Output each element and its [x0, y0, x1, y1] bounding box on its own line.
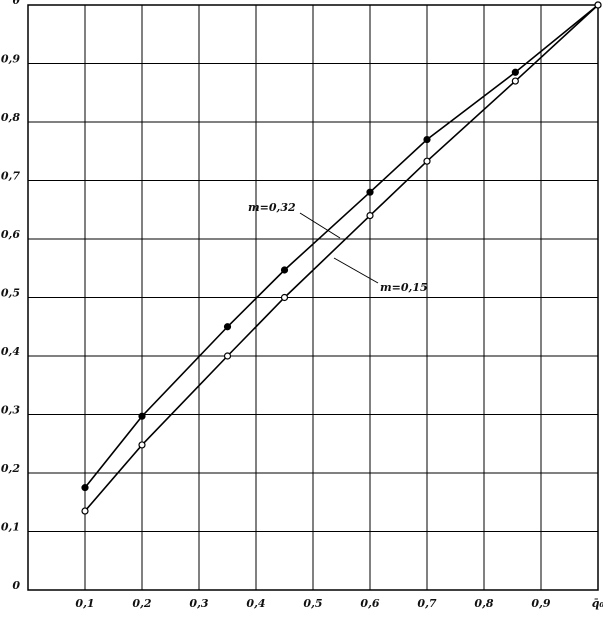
y-tick-label: 0,4 [1, 345, 20, 358]
data-point [138, 441, 146, 449]
leader-line [299, 212, 341, 239]
y-tick-label: 0,5 [1, 287, 20, 300]
data-point [366, 188, 374, 196]
data-point [511, 68, 519, 76]
series-label: m=0,32 [248, 201, 296, 214]
x-tick-label: 0,8 [474, 597, 493, 610]
x-tick-label: 0,5 [303, 597, 322, 610]
x-tick-label: q̄₀ [592, 597, 603, 610]
data-point [138, 412, 146, 420]
series-label: m=0,15 [380, 281, 428, 294]
series-line [84, 4, 599, 512]
data-point [280, 293, 289, 302]
y-tick-label: 0,8 [1, 111, 20, 124]
y-tick-label: θ [13, 0, 21, 7]
x-tick-label: 0,3 [189, 597, 208, 610]
data-point [423, 135, 431, 144]
data-point [81, 484, 89, 492]
y-tick-label: 0,2 [1, 462, 20, 475]
leader-line [333, 257, 379, 284]
y-tick-label: 0,7 [1, 170, 20, 183]
data-point [423, 157, 431, 165]
data-point [223, 352, 232, 360]
x-tick-label: 0,1 [75, 597, 94, 610]
x-tick-label: 0,9 [531, 597, 550, 610]
y-tick-label: 0,3 [1, 404, 20, 417]
x-tick-label: 0,2 [132, 597, 151, 610]
y-tick-label: 0,1 [1, 521, 20, 534]
y-tick-label: 0,9 [1, 53, 20, 66]
x-tick-label: 0,6 [360, 597, 379, 610]
data-point [594, 1, 602, 9]
y-tick-label: 0,6 [1, 228, 20, 241]
y-tick-label: 0 [12, 579, 20, 592]
x-tick-label: 0,7 [417, 597, 436, 610]
data-point [223, 323, 232, 331]
data-point [280, 266, 289, 274]
series-line [84, 4, 599, 489]
data-point [81, 507, 89, 515]
data-point [366, 212, 374, 220]
data-point [511, 77, 519, 85]
x-tick-label: 0,4 [246, 597, 265, 610]
